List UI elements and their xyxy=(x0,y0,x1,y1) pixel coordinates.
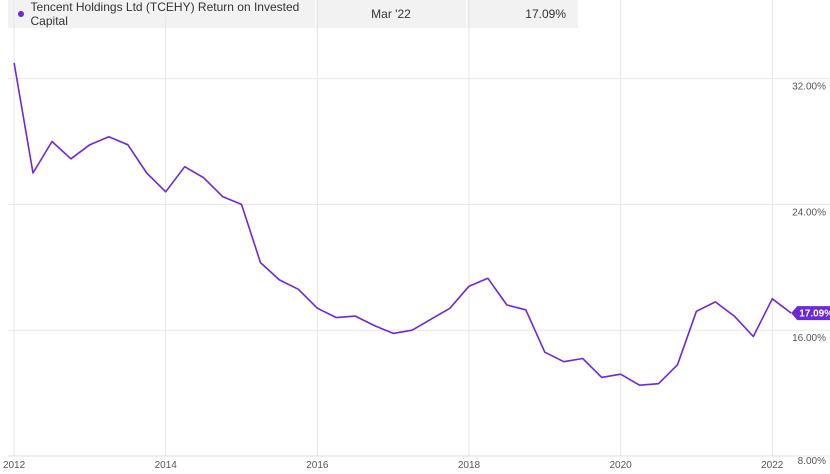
legend-series-name: Tencent Holdings Ltd (TCEHY) Return on I… xyxy=(30,0,300,28)
y-tick-label: 24.00% xyxy=(792,207,826,218)
y-tick-label: 8.00% xyxy=(798,456,826,467)
legend-value: 17.09% xyxy=(525,7,566,21)
x-tick-label: 2022 xyxy=(761,460,784,471)
last-value-flag xyxy=(791,306,830,321)
series-dot-icon xyxy=(18,11,24,17)
legend-series-cell: Tencent Holdings Ltd (TCEHY) Return on I… xyxy=(8,0,316,28)
legend-box: Tencent Holdings Ltd (TCEHY) Return on I… xyxy=(8,0,578,28)
x-tick-label: 2020 xyxy=(609,460,632,471)
x-tick-label: 2018 xyxy=(458,460,481,471)
x-tick-label: 2016 xyxy=(306,460,329,471)
legend-date: Mar '22 xyxy=(316,0,467,28)
y-tick-label: 16.00% xyxy=(792,333,826,344)
x-tick-label: 2014 xyxy=(155,460,178,471)
y-tick-label: 32.00% xyxy=(792,82,826,93)
last-value-label: 17.09% xyxy=(799,309,830,320)
x-tick-label: 2012 xyxy=(3,460,26,471)
series-line xyxy=(13,62,792,387)
